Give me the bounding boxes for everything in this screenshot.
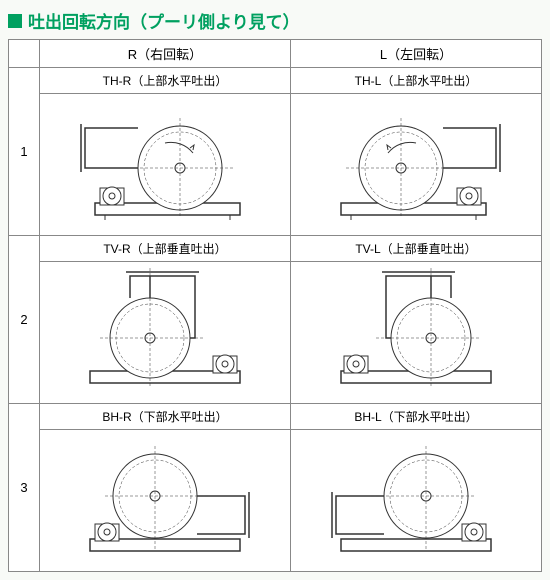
diagram-th-r [40, 94, 291, 236]
col-header-r: R（右回転） [40, 40, 291, 68]
header-square-icon [8, 14, 22, 28]
label-tv-r: TV-R（上部垂直吐出） [40, 236, 291, 262]
label-th-l: TH-L（上部水平吐出） [291, 68, 542, 94]
label-th-r: TH-R（上部水平吐出） [40, 68, 291, 94]
page-header: 吐出回転方向（プーリ側より見て） [8, 8, 542, 33]
label-tv-l: TV-L（上部垂直吐出） [291, 236, 542, 262]
rotation-table: R（右回転） L（左回転） 1 TH-R（上部水平吐出） TH-L（上部水平吐出… [8, 39, 542, 572]
row-num-1: 1 [9, 68, 40, 236]
diagram-bh-l [291, 430, 542, 572]
label-bh-r: BH-R（下部水平吐出） [40, 404, 291, 430]
label-bh-l: BH-L（下部水平吐出） [291, 404, 542, 430]
blank-corner [9, 40, 40, 68]
row-num-2: 2 [9, 236, 40, 404]
diagram-th-l [291, 94, 542, 236]
col-header-l: L（左回転） [291, 40, 542, 68]
diagram-bh-r [40, 430, 291, 572]
diagram-tv-l [291, 262, 542, 404]
row-num-3: 3 [9, 404, 40, 572]
diagram-tv-r [40, 262, 291, 404]
page-title: 吐出回転方向（プーリ側より見て） [28, 8, 300, 33]
